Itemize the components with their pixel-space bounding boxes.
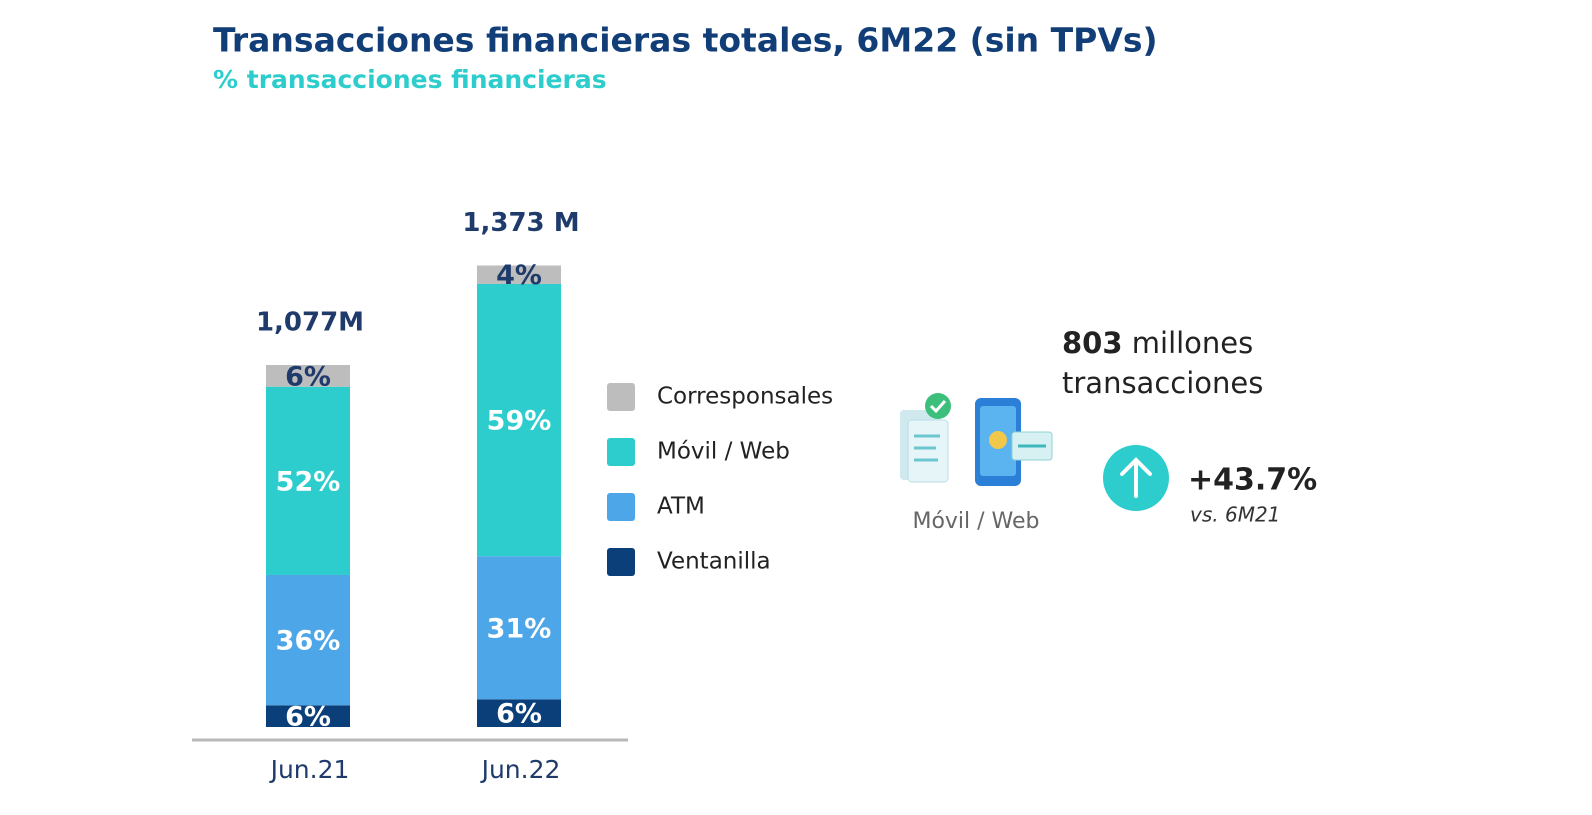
x-tick-label: Jun.21 — [269, 755, 350, 784]
total-label: 1,077M — [256, 308, 364, 338]
bar-segment — [477, 283, 561, 557]
legend-swatch — [607, 548, 635, 576]
segment-label: 36% — [276, 626, 341, 657]
callout-amount: 803 millones — [1062, 326, 1253, 360]
legend-label: ATM — [657, 494, 705, 520]
chart-title: Transacciones financieras totales, 6M22 … — [213, 21, 1158, 60]
icon-label: Móvil / Web — [912, 509, 1039, 534]
segment-label: 6% — [285, 702, 331, 733]
x-tick-label: Jun.22 — [480, 755, 561, 784]
segment-label: 6% — [285, 361, 331, 392]
segment-label: 59% — [487, 406, 552, 437]
segment-label: 52% — [276, 466, 341, 497]
legend-swatch — [607, 493, 635, 521]
bar-segment — [477, 556, 561, 700]
amount: 803 — [1062, 326, 1123, 360]
callout-line2: transacciones — [1062, 366, 1263, 400]
legend-swatch — [607, 383, 635, 411]
bar-segment — [266, 386, 350, 575]
bar-segment — [266, 365, 350, 387]
mobile-web-icon — [900, 393, 1053, 486]
bar-segment — [477, 265, 561, 284]
up-arrow-icon — [1103, 445, 1169, 511]
legend-label: Ventanilla — [657, 549, 771, 575]
segment-label: 4% — [496, 260, 542, 291]
bar-segment — [266, 574, 350, 706]
legend-swatch — [607, 438, 635, 466]
segment-label: 31% — [487, 613, 552, 644]
change-note: vs. 6M21 — [1190, 503, 1280, 527]
segment-label: 6% — [496, 699, 542, 730]
bar-segment — [266, 705, 350, 727]
bar-segment — [477, 699, 561, 727]
total-label: 1,373 M — [462, 208, 579, 238]
change: +43.7% — [1188, 463, 1317, 498]
legend-label: Corresponsales — [657, 384, 833, 410]
chart-subtitle: % transacciones financieras — [213, 65, 607, 94]
legend-label: Móvil / Web — [657, 439, 790, 465]
amount-unit: millones — [1132, 326, 1254, 360]
